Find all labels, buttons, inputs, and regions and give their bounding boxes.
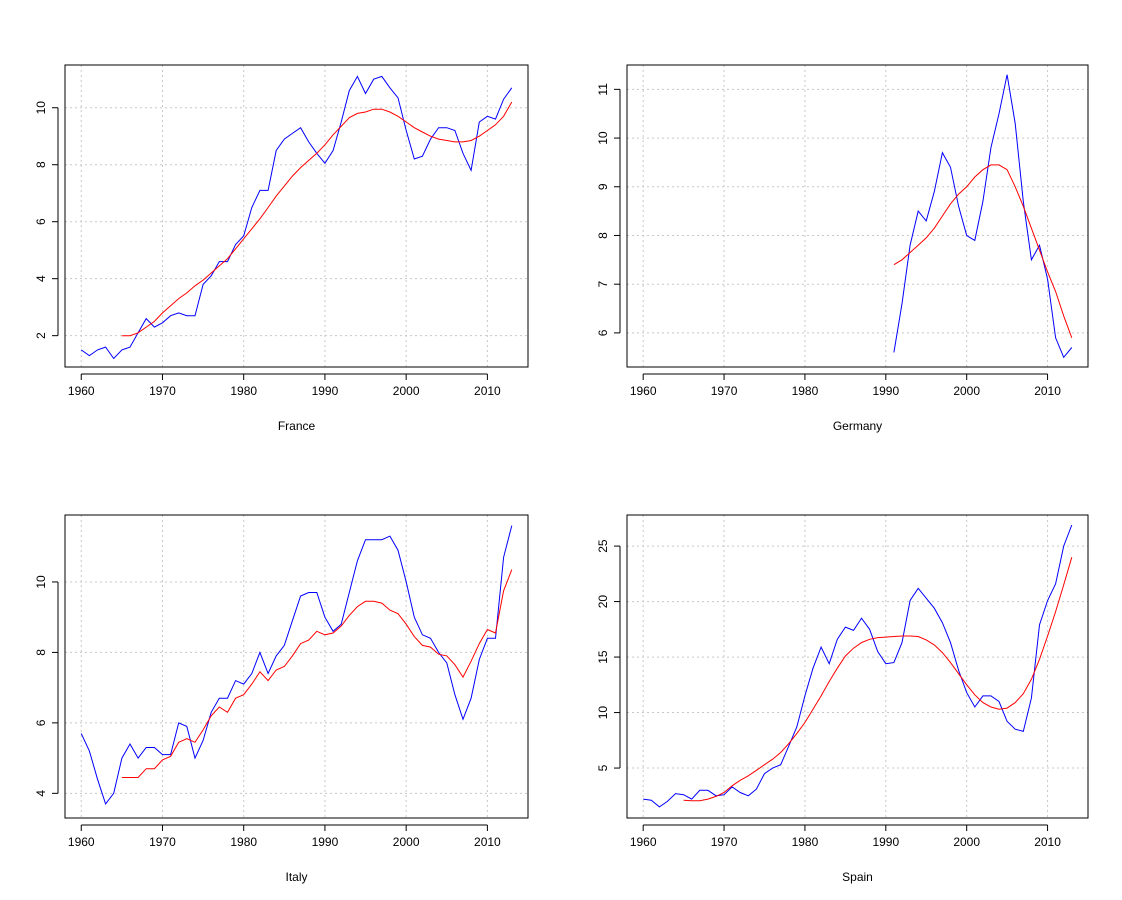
y-tick-label: 10 xyxy=(34,101,48,115)
y-tick-label: 4 xyxy=(34,790,48,797)
x-tick-label: 1990 xyxy=(872,384,899,398)
panel-germany: 1960 1970 1980 1990 2000 2010 6 7 8 9 10 11 Germany xyxy=(596,64,1089,433)
y-tick-label: 10 xyxy=(34,575,48,589)
x-tick-label: 2010 xyxy=(1034,384,1061,398)
y-tick-label: 20 xyxy=(596,595,610,609)
y-tick-label: 2 xyxy=(34,332,48,339)
smoothed-series-line-france xyxy=(121,101,513,337)
y-tick-label: 7 xyxy=(596,281,610,288)
y-tick-label: 8 xyxy=(34,649,48,656)
y-tick-label: 15 xyxy=(596,650,610,664)
x-tick-label: 2010 xyxy=(474,384,501,398)
x-tick-label: 2000 xyxy=(953,384,980,398)
y-tick-label: 25 xyxy=(596,539,610,553)
x-tick-label: 2000 xyxy=(393,835,420,849)
smoothed-series-line-germany xyxy=(893,164,1073,338)
plot-border xyxy=(64,514,529,819)
x-tick-label: 1990 xyxy=(312,384,339,398)
y-tick-label: 4 xyxy=(34,275,48,282)
x-tick-label: 1970 xyxy=(711,835,738,849)
y-tick-label: 10 xyxy=(596,131,610,145)
smoothed-series-line-italy xyxy=(121,569,513,778)
y-tick-label: 10 xyxy=(596,706,610,720)
y-tick-label: 6 xyxy=(596,329,610,336)
x-tick-label: 2000 xyxy=(953,835,980,849)
plot-border xyxy=(626,514,1089,819)
x-tick-label: 1990 xyxy=(872,835,899,849)
y-tick-label: 6 xyxy=(34,719,48,726)
actual-series-line-germany xyxy=(893,74,1073,359)
panel-title-italy: Italy xyxy=(285,870,307,884)
y-tick-label: 9 xyxy=(596,183,610,190)
x-tick-label: 1980 xyxy=(792,384,819,398)
plot-border xyxy=(626,64,1089,368)
x-tick-label: 2010 xyxy=(474,835,501,849)
x-tick-label: 1980 xyxy=(792,835,819,849)
actual-series-line-spain xyxy=(643,524,1073,808)
panel-italy: 1960 1970 1980 1990 2000 2010 4 6 8 10 Italy xyxy=(34,514,529,884)
panel-france: 1960 1970 1980 1990 2000 2010 2 4 6 8 10 France xyxy=(34,64,529,433)
y-tick-label: 8 xyxy=(596,232,610,239)
x-tick-label: 1990 xyxy=(312,835,339,849)
x-tick-label: 2000 xyxy=(393,384,420,398)
x-tick-label: 1960 xyxy=(68,835,95,849)
x-tick-label: 2010 xyxy=(1034,835,1061,849)
smoothed-series-line-spain xyxy=(683,557,1073,802)
panel-spain: 1960 1970 1980 1990 2000 2010 5 10 15 20 25 Spain xyxy=(596,514,1089,884)
y-tick-label: 8 xyxy=(34,161,48,168)
y-tick-label: 6 xyxy=(34,218,48,225)
panel-title-france: France xyxy=(278,419,316,433)
actual-series-line-italy xyxy=(80,525,513,805)
plot-border xyxy=(64,64,529,368)
x-tick-label: 1980 xyxy=(230,835,257,849)
x-tick-label: 1960 xyxy=(68,384,95,398)
actual-series-line-france xyxy=(80,75,513,360)
y-tick-label: 11 xyxy=(596,83,610,96)
y-tick-label: 5 xyxy=(596,764,610,771)
x-tick-label: 1960 xyxy=(630,384,657,398)
x-tick-label: 1980 xyxy=(230,384,257,398)
x-tick-label: 1970 xyxy=(149,384,176,398)
x-tick-label: 1970 xyxy=(711,384,738,398)
x-tick-label: 1960 xyxy=(630,835,657,849)
panel-title-germany: Germany xyxy=(833,419,882,433)
x-tick-label: 1970 xyxy=(149,835,176,849)
panel-title-spain: Spain xyxy=(842,870,873,884)
